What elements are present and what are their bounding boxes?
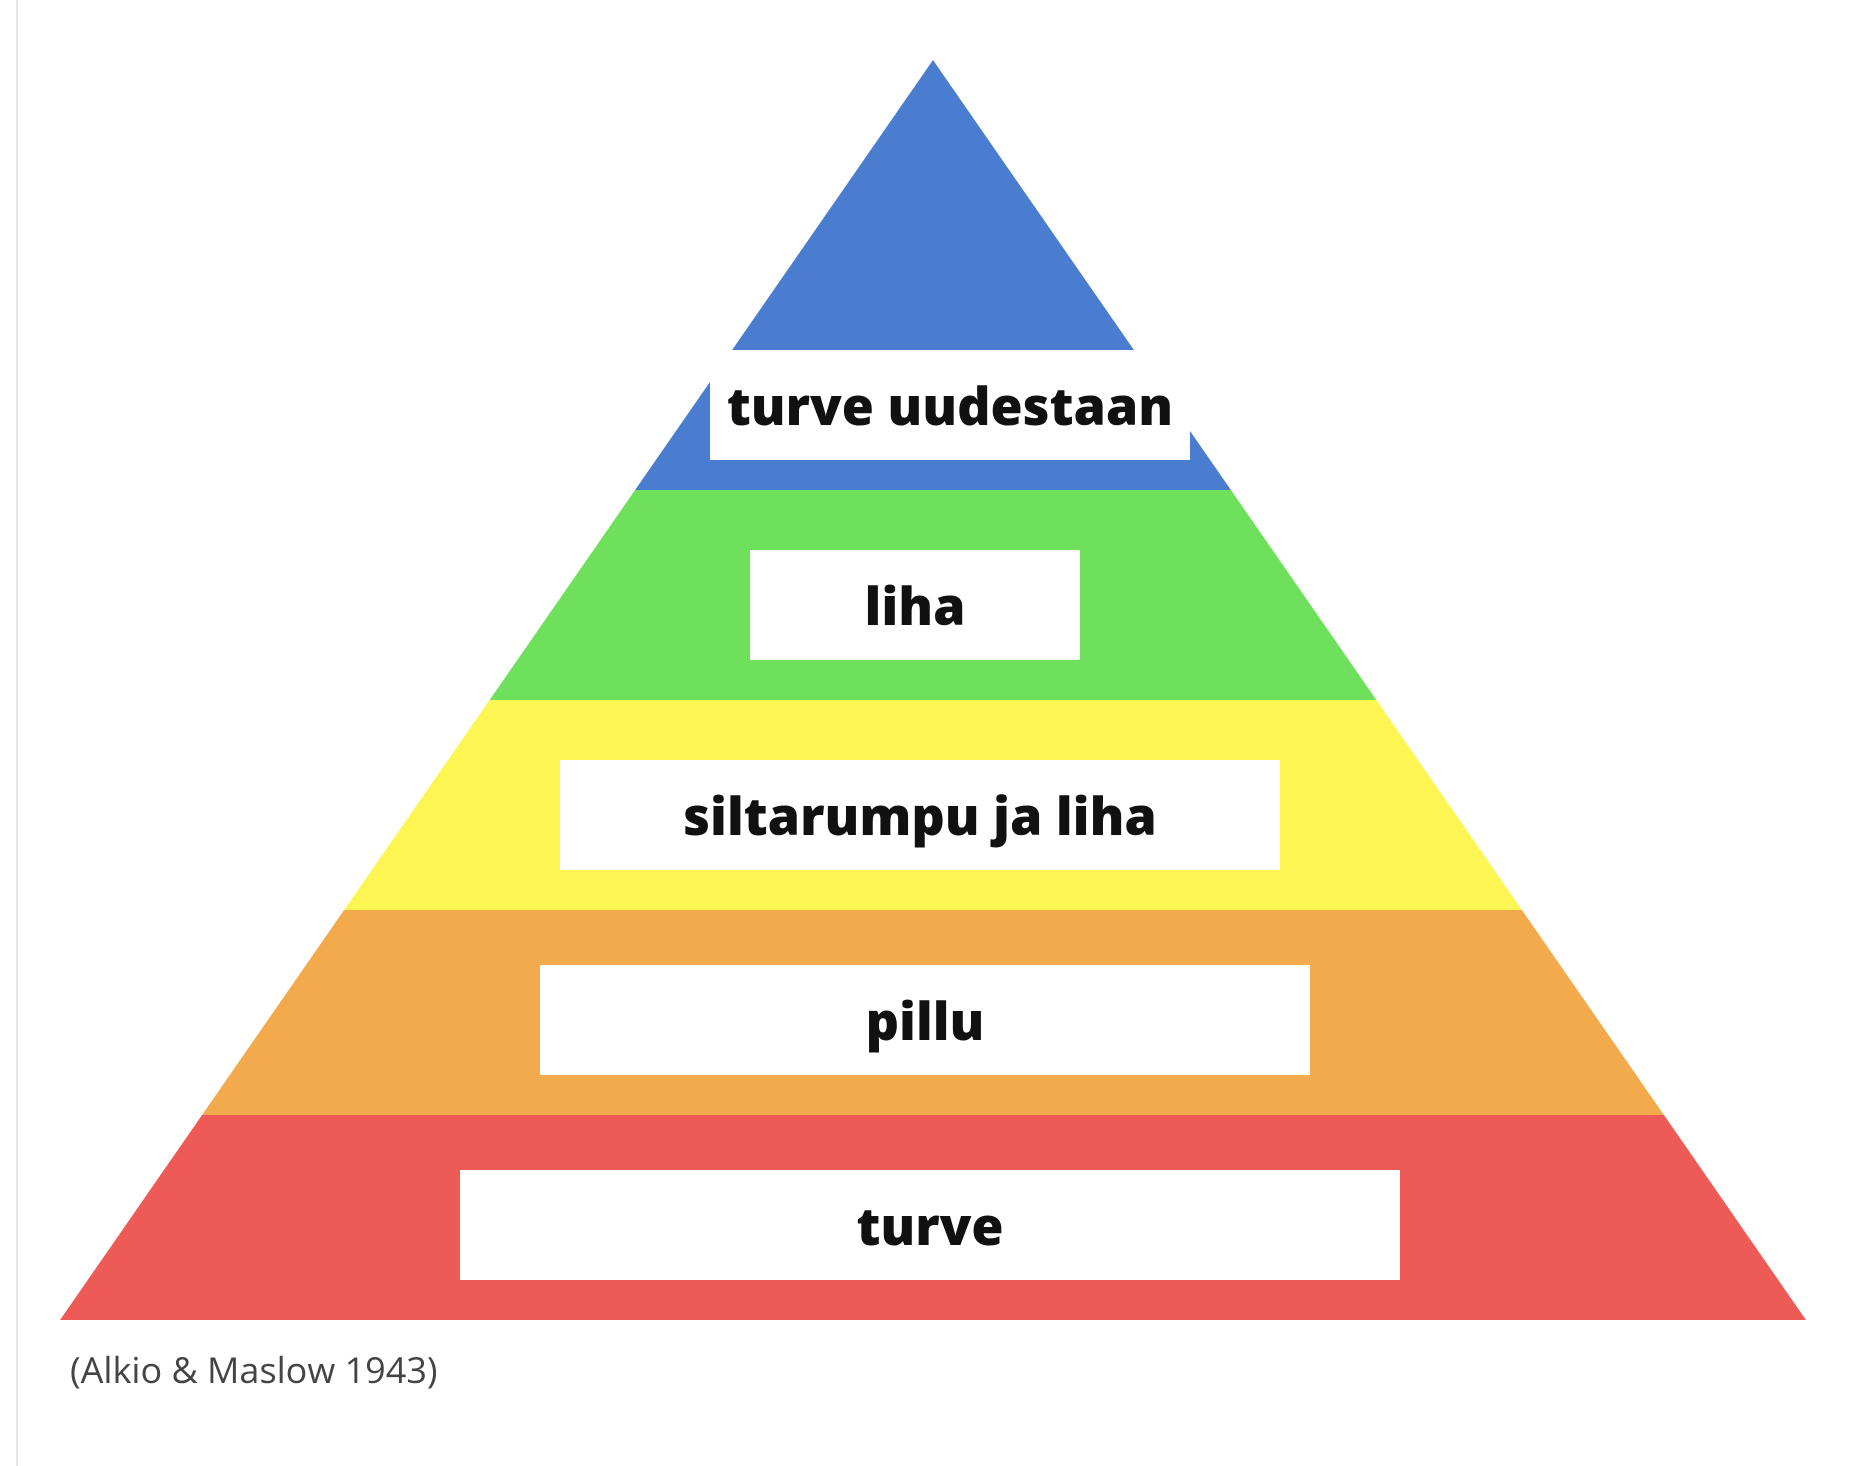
pyramid-label-1: liha	[750, 550, 1080, 660]
pyramid-label-3: pillu	[540, 965, 1310, 1075]
pyramid-label-4: turve	[460, 1170, 1400, 1280]
caption-text: (Alkio & Maslow 1943)	[70, 1345, 438, 1394]
diagram-stage: turve uudestaan liha siltarumpu ja liha pil…	[0, 0, 1866, 1466]
pyramid-label-2: siltarumpu ja liha	[560, 760, 1280, 870]
pyramid-label-0: turve uudestaan	[710, 350, 1190, 460]
